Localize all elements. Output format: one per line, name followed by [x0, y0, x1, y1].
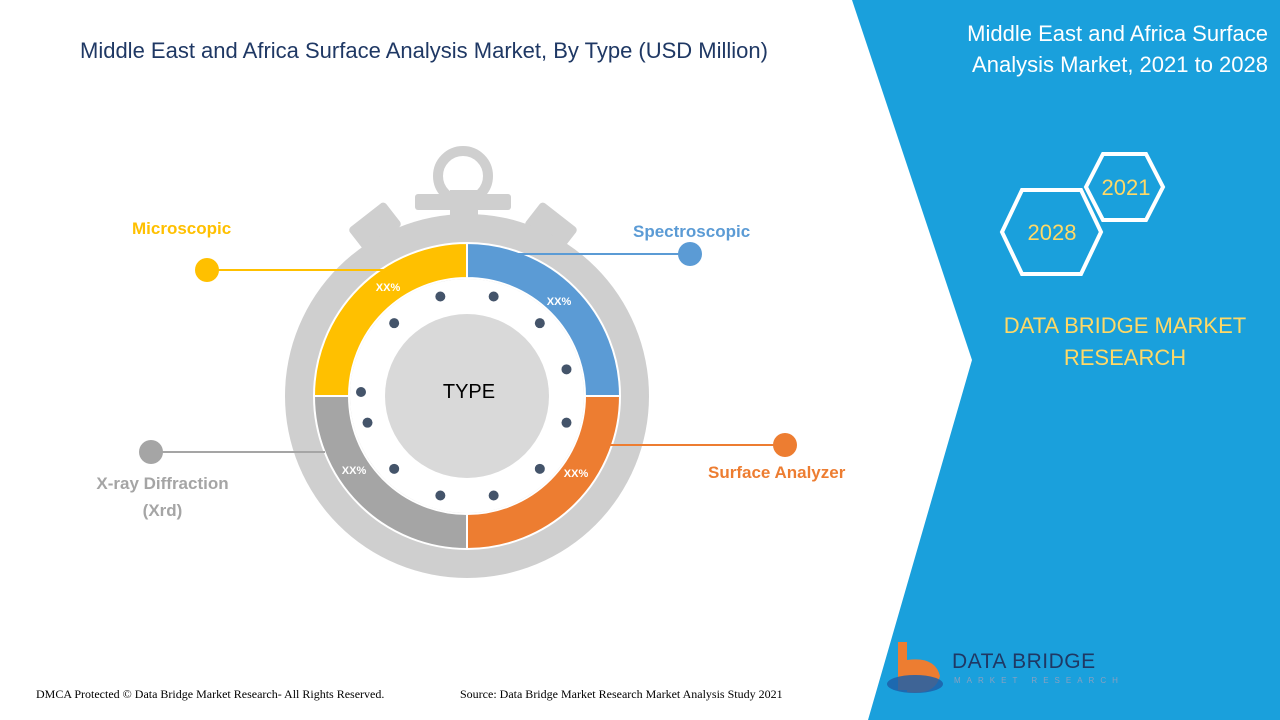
dial-dot — [435, 291, 446, 302]
side-panel-title: Middle East and Africa Surface Analysis … — [967, 21, 1268, 77]
copyright-notice: DMCA Protected © Data Bridge Market Rese… — [36, 687, 385, 701]
dial-dot — [435, 490, 446, 501]
dial-dots — [356, 291, 572, 501]
legend-marker-xray — [139, 440, 163, 464]
donut-segment-microscopic — [312, 241, 468, 397]
dial-dot — [534, 463, 545, 474]
legend-marker-surface-analyzer — [773, 433, 797, 457]
segment-label-xray: XX% — [342, 465, 367, 477]
dial-dot — [389, 318, 400, 329]
year-hexagon-2028 — [999, 188, 1104, 276]
legend-label-spectroscopic: Spectroscopic — [633, 222, 751, 241]
dial-dot — [488, 490, 499, 501]
legend-label-xray-line1: X-ray Diffraction — [96, 474, 229, 493]
dial-dot — [362, 417, 373, 428]
side-panel-background — [852, 0, 1280, 720]
chart-center — [385, 314, 549, 478]
dial-dot — [488, 291, 499, 302]
source-note: Source: Data Bridge Market Research Mark… — [460, 687, 783, 701]
logo-subtext: MARKET RESEARCH — [954, 676, 1124, 685]
dial-dot — [356, 387, 366, 397]
company-logo-icon — [887, 642, 943, 693]
legend-marker-microscopic — [195, 258, 219, 282]
dial-dot — [561, 417, 572, 428]
legend-label-xray-line2: (Xrd) — [142, 501, 183, 520]
chart-center-label: TYPE — [443, 381, 495, 403]
dial-dot — [561, 364, 572, 375]
legend-label-surface-analyzer: Surface Analyzer — [708, 463, 846, 482]
company-name: DATA BRIDGE MARKET RESEARCH — [1003, 313, 1247, 370]
legend-connectors — [139, 242, 797, 464]
dial-dot — [389, 463, 400, 474]
segment-label-spectroscopic: XX% — [547, 296, 572, 308]
legend-label-xray: X-ray Diffraction (Xrd) — [90, 470, 235, 524]
year-start-label: 2021 — [1102, 175, 1151, 200]
chart-title: Middle East and Africa Surface Analysis … — [80, 38, 768, 63]
segment-label-surface-analyzer: XX% — [564, 468, 589, 480]
dial-dot — [534, 318, 545, 329]
legend-marker-spectroscopic — [678, 242, 702, 266]
logo-wordmark: DATA BRIDGE — [952, 650, 1096, 673]
year-end-label: 2028 — [1028, 220, 1077, 245]
year-hexagon-2021 — [1083, 152, 1166, 222]
segment-label-microscopic: XX% — [376, 282, 401, 294]
legend-label-microscopic: Microscopic — [132, 219, 232, 238]
